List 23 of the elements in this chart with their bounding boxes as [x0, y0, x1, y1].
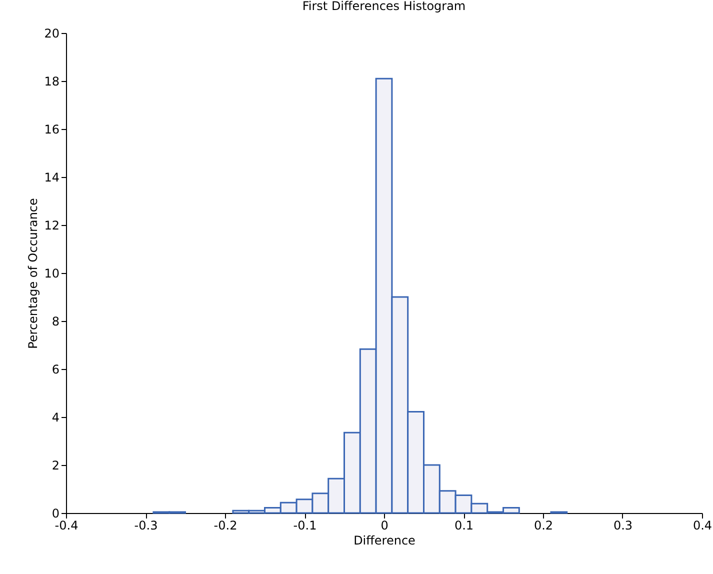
- y-axis-title: Percentage of Occurance: [26, 198, 40, 349]
- x-tick-label: 0.3: [613, 518, 633, 532]
- y-tick-label: 6: [52, 362, 60, 376]
- y-tick-label: 4: [52, 410, 60, 424]
- y-tick-label: 10: [44, 266, 60, 280]
- y-tick-label: 2: [52, 458, 60, 472]
- x-axis-title: Difference: [354, 534, 416, 548]
- x-tick-label: 0.1: [454, 518, 474, 532]
- chart-title: First Differences Histogram: [302, 0, 466, 13]
- y-tick-label: 20: [44, 26, 60, 40]
- x-tick-label: 0.4: [692, 518, 712, 532]
- y-tick-label: 14: [44, 170, 60, 184]
- y-tick-label: 8: [52, 314, 60, 328]
- x-tick-label: -0.4: [54, 518, 78, 532]
- x-tick-label: -0.1: [293, 518, 317, 532]
- x-tick-label: -0.3: [134, 518, 158, 532]
- y-tick-label: 18: [44, 74, 60, 88]
- x-tick-label: 0.2: [534, 518, 554, 532]
- x-tick-label: -0.2: [214, 518, 238, 532]
- y-tick-label: 12: [44, 218, 60, 232]
- x-tick-label: 0: [380, 518, 388, 532]
- y-tick-label: 0: [52, 506, 60, 520]
- y-tick-label: 16: [44, 122, 60, 136]
